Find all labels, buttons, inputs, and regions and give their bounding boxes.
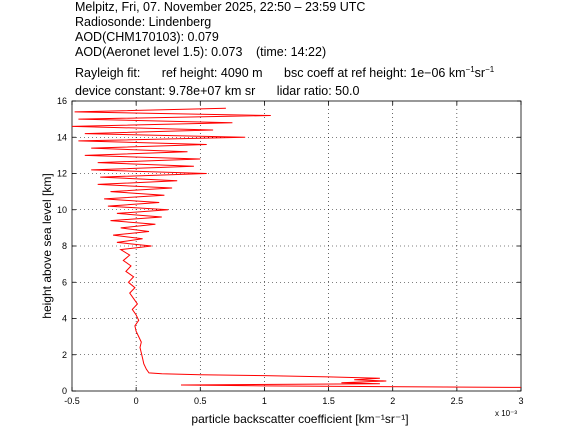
x-tick-label: 1.5 [322, 396, 335, 406]
y-tick-label: 14 [57, 132, 67, 142]
title-line-aod-chm: AOD(CHM170103): 0.079 [75, 30, 219, 44]
aod-aeronet-time: (time: 14:22) [255, 45, 327, 59]
x-tick-label: -0.5 [64, 396, 80, 406]
aod-aeronet-value: AOD(Aeronet level 1.5): 0.073 [75, 45, 243, 59]
y-tick-label: 16 [57, 96, 67, 106]
title-line-1: Melpitz, Fri, 07. November 2025, 22:50 –… [75, 0, 366, 14]
y-tick-label: 4 [62, 314, 67, 324]
grid-lines [72, 101, 521, 391]
profile-series [71, 107, 522, 388]
x-axis-label: particle backscatter coefficient [km⁻¹sr… [191, 412, 408, 426]
title-line-device: device constant: 9.78e+07 km sr lidar ra… [75, 84, 359, 99]
x-tick-label: 2 [390, 396, 395, 406]
rayleigh-label: Rayleigh fit: [75, 66, 141, 80]
y-tick-label: 6 [62, 277, 67, 287]
ref-height: ref height: 4090 m [161, 66, 263, 80]
title-line-aod-aeronet: AOD(Aeronet level 1.5): 0.073 (time: 14:… [75, 45, 326, 60]
x-tick-label: 3 [518, 396, 523, 406]
y-tick-label: 8 [62, 241, 67, 251]
y-tick-label: 10 [57, 205, 67, 215]
y-tick-label: 12 [57, 169, 67, 179]
x-tick-label: 0 [134, 396, 139, 406]
x-tick-label: 2.5 [451, 396, 464, 406]
x-axis-multiplier: x 10⁻³ [495, 409, 517, 418]
y-tick-label: 0 [62, 386, 67, 396]
x-tick-label: 1 [262, 396, 267, 406]
y-tick-label: 2 [62, 350, 67, 360]
title-line-rayleigh: Rayleigh fit: ref height: 4090 m bsc coe… [75, 66, 494, 81]
title-line-radiosonde: Radiosonde: Lindenberg [75, 15, 212, 29]
x-tick-label: 0.5 [194, 396, 207, 406]
bsc-coeff: bsc coeff at ref height: 1e−06 km−1sr−1 [284, 65, 495, 81]
lidar-ratio: lidar ratio: 50.0 [276, 84, 360, 98]
device-constant: device constant: 9.78e+07 km sr [75, 84, 256, 98]
y-axis-label: height above sea level [km] [40, 173, 54, 318]
